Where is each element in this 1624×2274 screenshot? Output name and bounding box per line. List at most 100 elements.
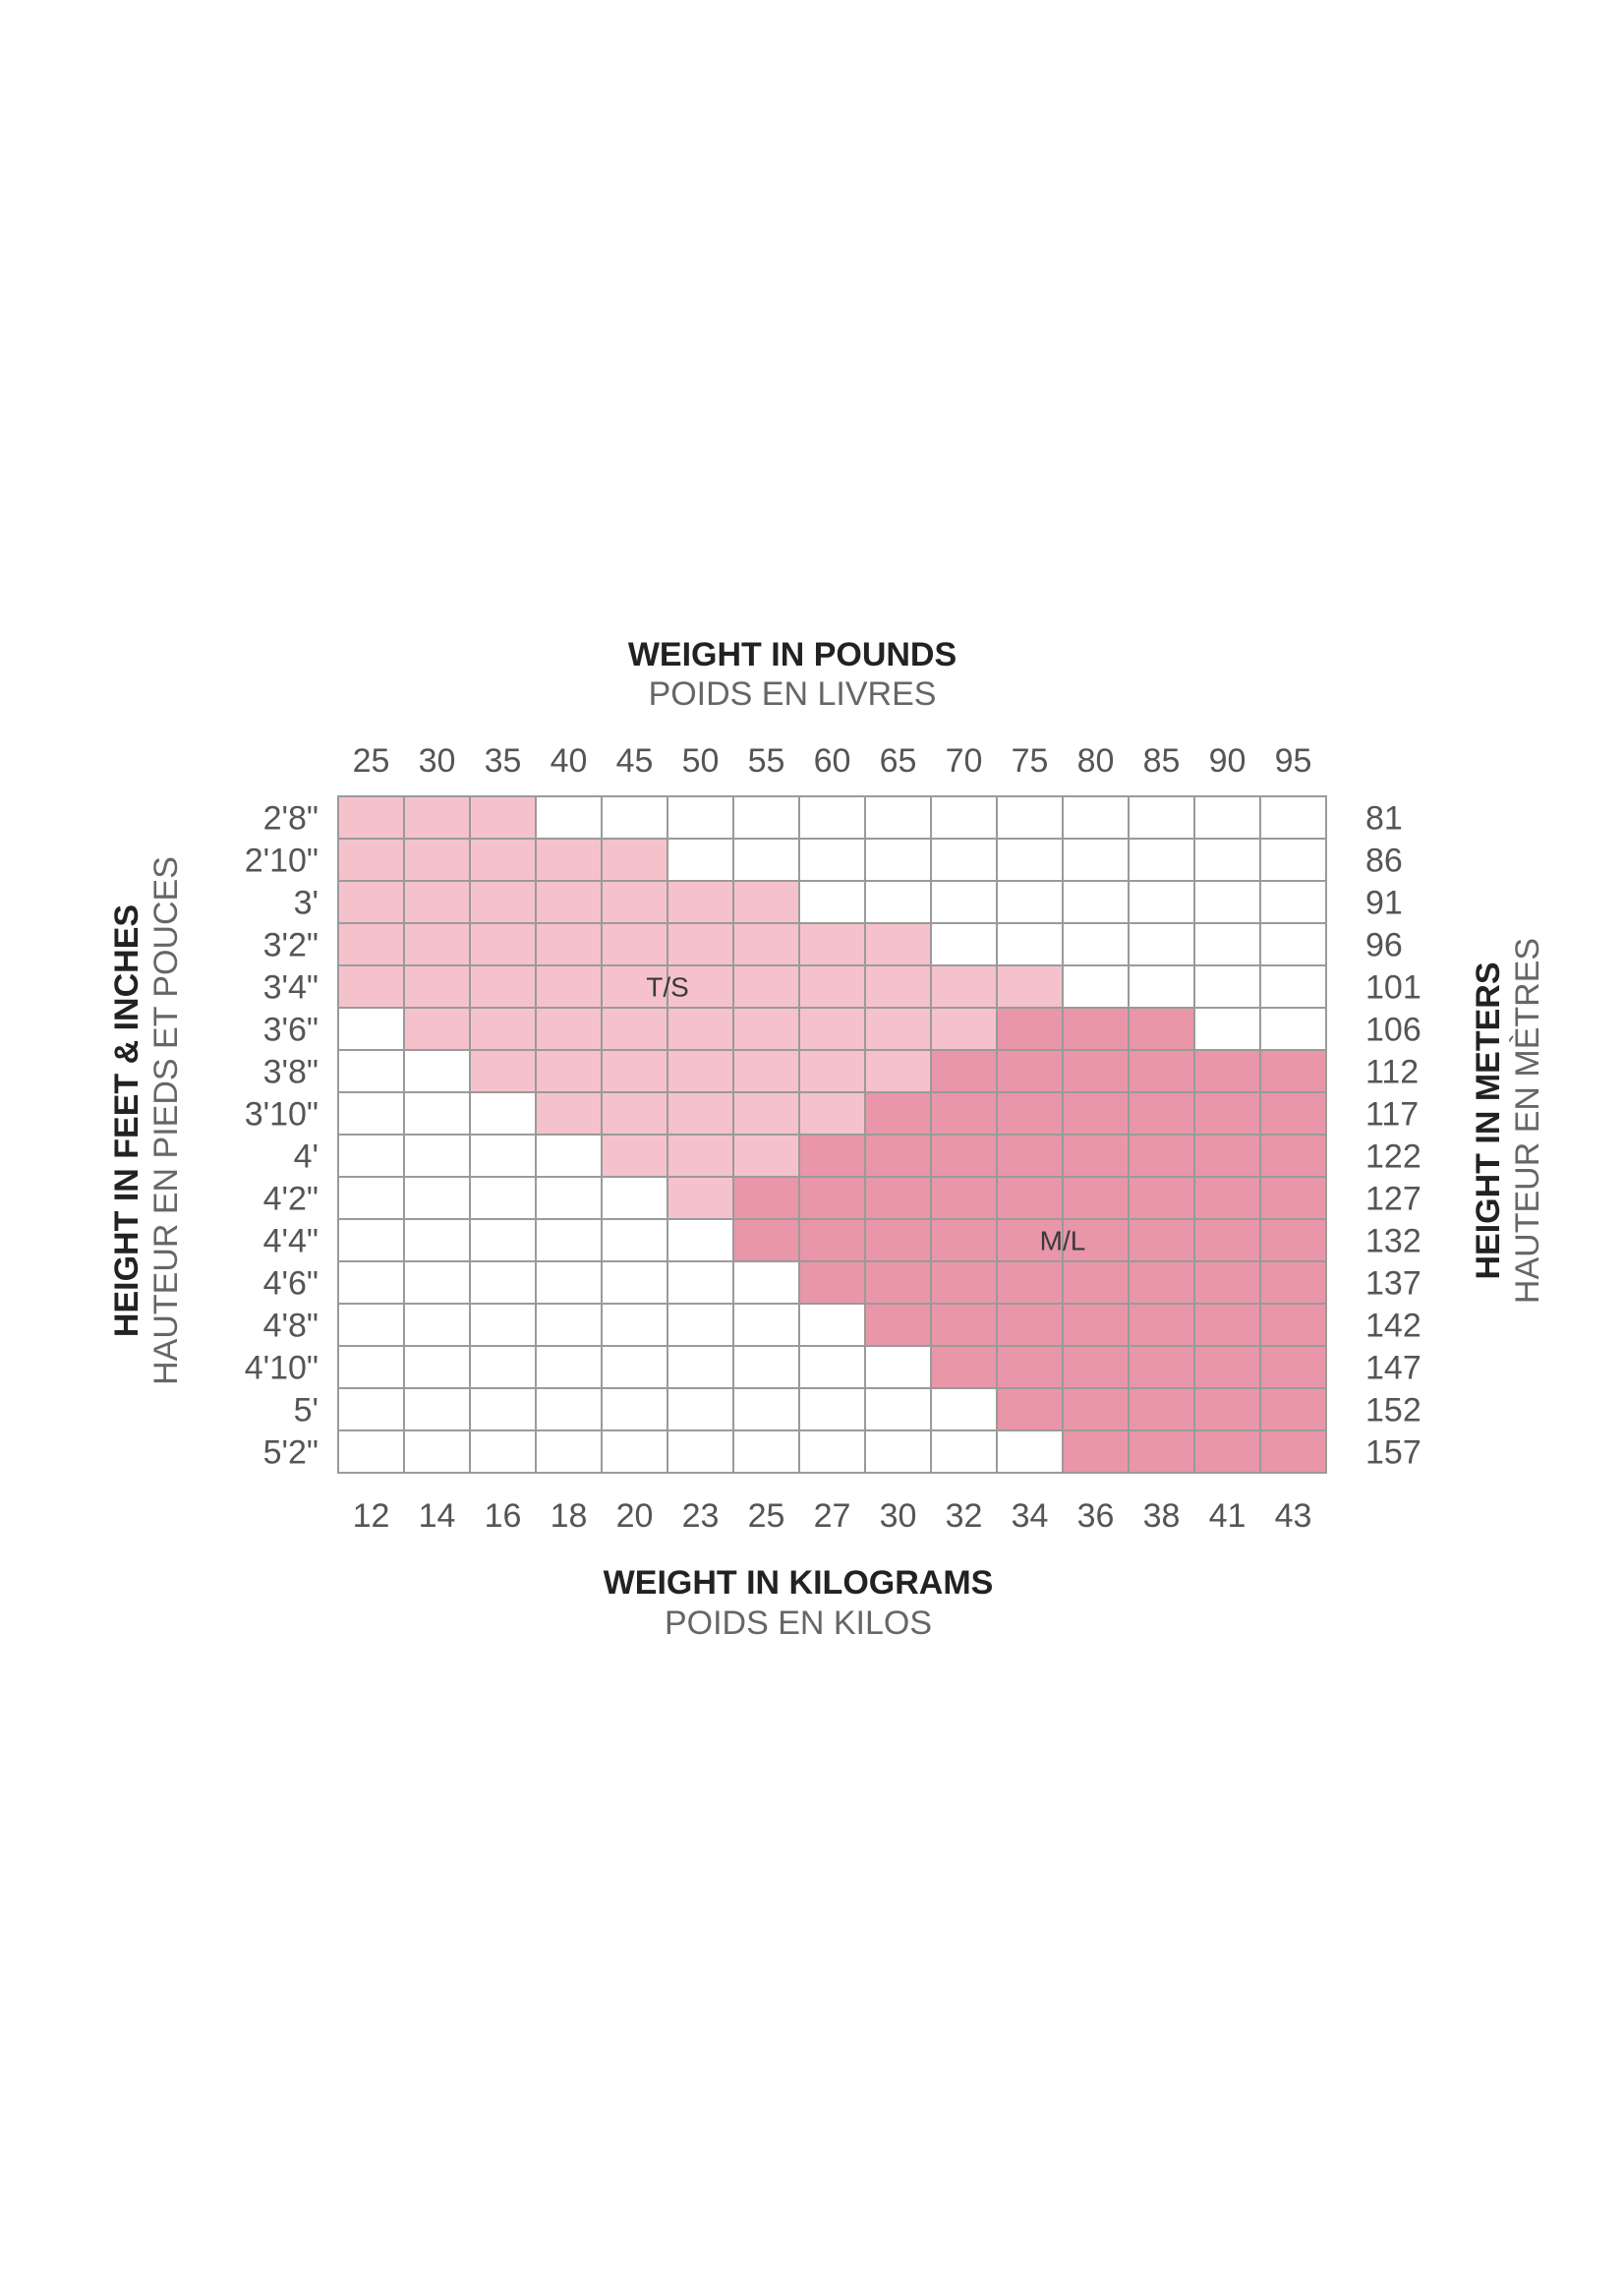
zone-label-ml: M/L xyxy=(1040,1226,1086,1256)
grid-cell-r4-c3 xyxy=(535,964,603,1009)
grid-cell-r5-c14 xyxy=(1259,1007,1327,1051)
grid-cell-r8-c1 xyxy=(403,1134,471,1178)
grid-cell-r11-c4 xyxy=(601,1260,668,1305)
kilograms-tick: 30 xyxy=(880,1497,917,1535)
grid-cell-r0-c13 xyxy=(1193,795,1261,840)
feet-tick: 3'2" xyxy=(263,927,319,964)
pounds-tick: 60 xyxy=(814,742,851,780)
grid-cell-r2-c7 xyxy=(798,880,866,924)
grid-cell-r14-c11 xyxy=(1062,1387,1130,1431)
grid-cell-r4-c9 xyxy=(930,964,998,1009)
grid-cell-r10-c13 xyxy=(1193,1218,1261,1262)
grid-cell-r13-c3 xyxy=(535,1345,603,1389)
grid-cell-r5-c3 xyxy=(535,1007,603,1051)
grid-cell-r9-c2 xyxy=(469,1176,537,1220)
feet-tick: 3'8" xyxy=(263,1054,319,1091)
kilograms-tick: 27 xyxy=(814,1497,851,1535)
grid-cell-r6-c9 xyxy=(930,1049,998,1093)
grid-cell-r9-c11 xyxy=(1062,1176,1130,1220)
centimeters-tick: 117 xyxy=(1365,1096,1419,1134)
pounds-tick: 40 xyxy=(551,742,588,780)
grid-cell-r0-c7 xyxy=(798,795,866,840)
grid-cell-r8-c12 xyxy=(1128,1134,1195,1178)
pounds-tick: 30 xyxy=(419,742,456,780)
grid-cell-r7-c7 xyxy=(798,1091,866,1136)
grid-cell-r6-c8 xyxy=(864,1049,932,1093)
feet-tick: 3'10" xyxy=(245,1096,319,1134)
grid-cell-r1-c1 xyxy=(403,838,471,882)
grid-cell-r11-c10 xyxy=(996,1260,1064,1305)
grid-cell-r14-c0 xyxy=(337,1387,405,1431)
kilograms-tick: 14 xyxy=(419,1497,456,1535)
grid-cell-r11-c14 xyxy=(1259,1260,1327,1305)
chart-subtitle: POIDS EN LIVRES xyxy=(649,675,937,713)
grid-cell-r13-c5 xyxy=(667,1345,734,1389)
grid-cell-r2-c6 xyxy=(732,880,800,924)
grid-cell-r1-c4 xyxy=(601,838,668,882)
grid-cell-r15-c13 xyxy=(1193,1429,1261,1474)
grid-cell-r12-c10 xyxy=(996,1303,1064,1347)
grid-cell-r11-c3 xyxy=(535,1260,603,1305)
feet-tick: 2'10" xyxy=(245,843,319,880)
grid-cell-r6-c14 xyxy=(1259,1049,1327,1093)
feet-tick: 5' xyxy=(294,1392,319,1429)
grid-cell-r10-c1 xyxy=(403,1218,471,1262)
grid-cell-r14-c13 xyxy=(1193,1387,1261,1431)
grid-cell-r9-c0 xyxy=(337,1176,405,1220)
centimeters-tick: 127 xyxy=(1365,1181,1421,1218)
grid-cell-r6-c7 xyxy=(798,1049,866,1093)
kilograms-tick: 38 xyxy=(1143,1497,1181,1535)
grid-cell-r15-c0 xyxy=(337,1429,405,1474)
grid-cell-r14-c6 xyxy=(732,1387,800,1431)
grid-cell-r6-c2 xyxy=(469,1049,537,1093)
grid-cell-r3-c5 xyxy=(667,922,734,966)
feet-tick: 4'10" xyxy=(245,1350,319,1387)
grid-cell-r1-c14 xyxy=(1259,838,1327,882)
grid-cell-r4-c11 xyxy=(1062,964,1130,1009)
grid-cell-r15-c8 xyxy=(864,1429,932,1474)
feet-tick: 2'8" xyxy=(263,800,319,838)
grid-cell-r0-c0 xyxy=(337,795,405,840)
grid-cell-r13-c12 xyxy=(1128,1345,1195,1389)
grid-cell-r11-c8 xyxy=(864,1260,932,1305)
kilograms-tick: 16 xyxy=(485,1497,522,1535)
grid-cell-r14-c14 xyxy=(1259,1387,1327,1431)
grid-cell-r14-c7 xyxy=(798,1387,866,1431)
grid-cell-r6-c11 xyxy=(1062,1049,1130,1093)
pounds-tick: 50 xyxy=(682,742,720,780)
grid-cell-r1-c12 xyxy=(1128,838,1195,882)
grid-cell-r2-c12 xyxy=(1128,880,1195,924)
pounds-tick: 25 xyxy=(353,742,390,780)
grid-cell-r15-c14 xyxy=(1259,1429,1327,1474)
grid-cell-r3-c6 xyxy=(732,922,800,966)
grid-cell-r10-c2 xyxy=(469,1218,537,1262)
grid-cell-r1-c9 xyxy=(930,838,998,882)
grid-cell-r9-c9 xyxy=(930,1176,998,1220)
grid-cell-r8-c10 xyxy=(996,1134,1064,1178)
centimeters-tick: 122 xyxy=(1365,1138,1421,1176)
grid-cell-r13-c1 xyxy=(403,1345,471,1389)
grid-cell-r15-c1 xyxy=(403,1429,471,1474)
grid-cell-r15-c6 xyxy=(732,1429,800,1474)
grid-cell-r7-c11 xyxy=(1062,1091,1130,1136)
grid-cell-r6-c12 xyxy=(1128,1049,1195,1093)
chart-title: WEIGHT IN POUNDS xyxy=(628,636,957,673)
grid-cell-r8-c14 xyxy=(1259,1134,1327,1178)
grid-cell-r8-c13 xyxy=(1193,1134,1261,1178)
grid-cell-r10-c5 xyxy=(667,1218,734,1262)
grid-cell-r7-c0 xyxy=(337,1091,405,1136)
grid-cell-r1-c10 xyxy=(996,838,1064,882)
kilograms-tick: 32 xyxy=(946,1497,983,1535)
grid-cell-r4-c13 xyxy=(1193,964,1261,1009)
grid-cell-r0-c1 xyxy=(403,795,471,840)
grid-cell-r4-c1 xyxy=(403,964,471,1009)
grid-cell-r6-c0 xyxy=(337,1049,405,1093)
grid-cell-r12-c13 xyxy=(1193,1303,1261,1347)
grid-cell-r11-c6 xyxy=(732,1260,800,1305)
grid-cell-r3-c11 xyxy=(1062,922,1130,966)
grid-cell-r5-c9 xyxy=(930,1007,998,1051)
grid-cell-r3-c13 xyxy=(1193,922,1261,966)
grid-cell-r9-c1 xyxy=(403,1176,471,1220)
grid-cell-r2-c9 xyxy=(930,880,998,924)
